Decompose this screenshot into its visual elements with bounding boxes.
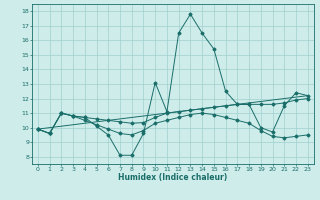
- X-axis label: Humidex (Indice chaleur): Humidex (Indice chaleur): [118, 173, 228, 182]
